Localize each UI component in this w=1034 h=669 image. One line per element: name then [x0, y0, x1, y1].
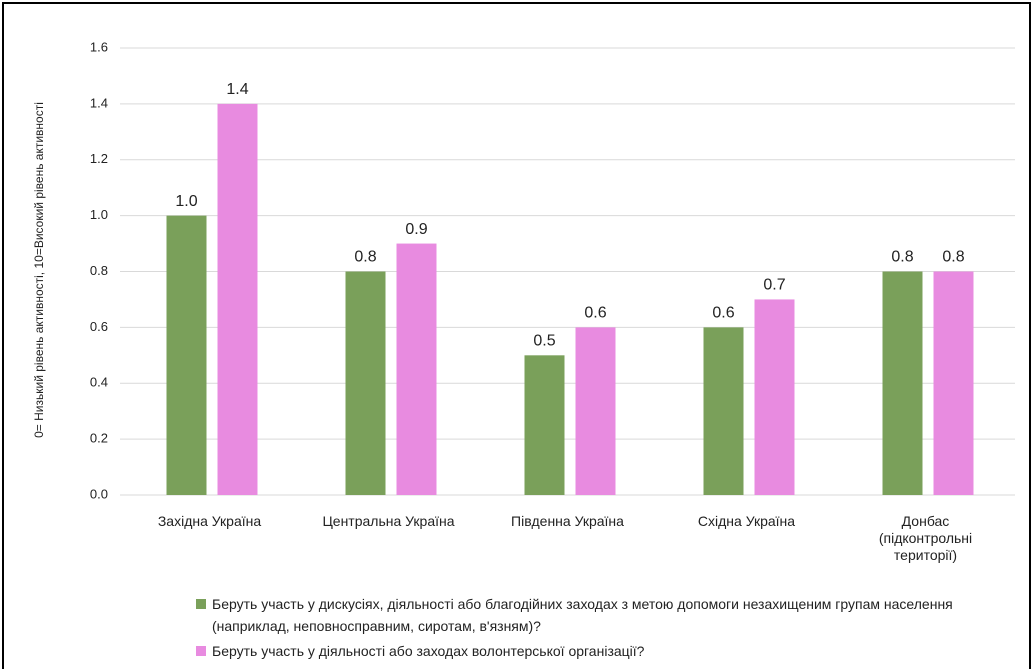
data-label: 1.0 [175, 193, 197, 210]
bar [396, 243, 437, 495]
data-label: 0.9 [405, 221, 427, 238]
bar [703, 327, 744, 495]
data-label: 0.6 [584, 305, 606, 322]
data-label: 0.7 [763, 277, 785, 294]
bar [345, 271, 386, 495]
bar [754, 299, 795, 495]
data-label: 0.6 [712, 305, 734, 322]
y-tick-label: 1.6 [90, 39, 108, 54]
legend-swatch [196, 599, 206, 609]
bar [166, 215, 207, 495]
legend-label: Беруть участь у діяльності або заходах в… [212, 643, 645, 659]
x-tick-label: Західна Україна [157, 513, 262, 529]
data-label: 0.5 [533, 333, 555, 350]
y-tick-label: 0.4 [90, 375, 108, 390]
legend-label: Беруть участь у дискусіях, діяльності аб… [212, 596, 953, 634]
x-tick-label: Донбас (підконтрольні території) [878, 513, 973, 563]
data-label: 1.4 [226, 81, 248, 98]
bar [217, 103, 258, 495]
x-tick-label: Південна Україна [511, 513, 624, 529]
y-tick-label: 1.4 [90, 95, 108, 110]
data-label: 0.8 [891, 249, 913, 266]
x-tick-label: Східна Україна [697, 513, 796, 529]
y-axis-label: 0= Низький рівень активності, 10=Високий… [32, 102, 46, 438]
y-tick-label: 1.0 [90, 207, 108, 222]
legend-item: Беруть участь у діяльності або заходах в… [196, 640, 982, 662]
y-tick-label: 0.6 [90, 319, 108, 334]
y-tick-label: 0.0 [90, 486, 108, 501]
bar [882, 271, 923, 495]
legend-swatch [196, 646, 206, 656]
data-label: 0.8 [354, 249, 376, 266]
data-label: 0.8 [942, 249, 964, 266]
y-tick-label: 0.8 [90, 263, 108, 278]
x-tick-label: Центральна Україна [322, 513, 455, 529]
bar [524, 355, 565, 495]
bar [933, 271, 974, 495]
bar [575, 327, 616, 495]
legend-item: Беруть участь у дискусіях, діяльності аб… [196, 593, 982, 637]
y-tick-label: 0.2 [90, 431, 108, 446]
y-tick-label: 1.2 [90, 151, 108, 166]
